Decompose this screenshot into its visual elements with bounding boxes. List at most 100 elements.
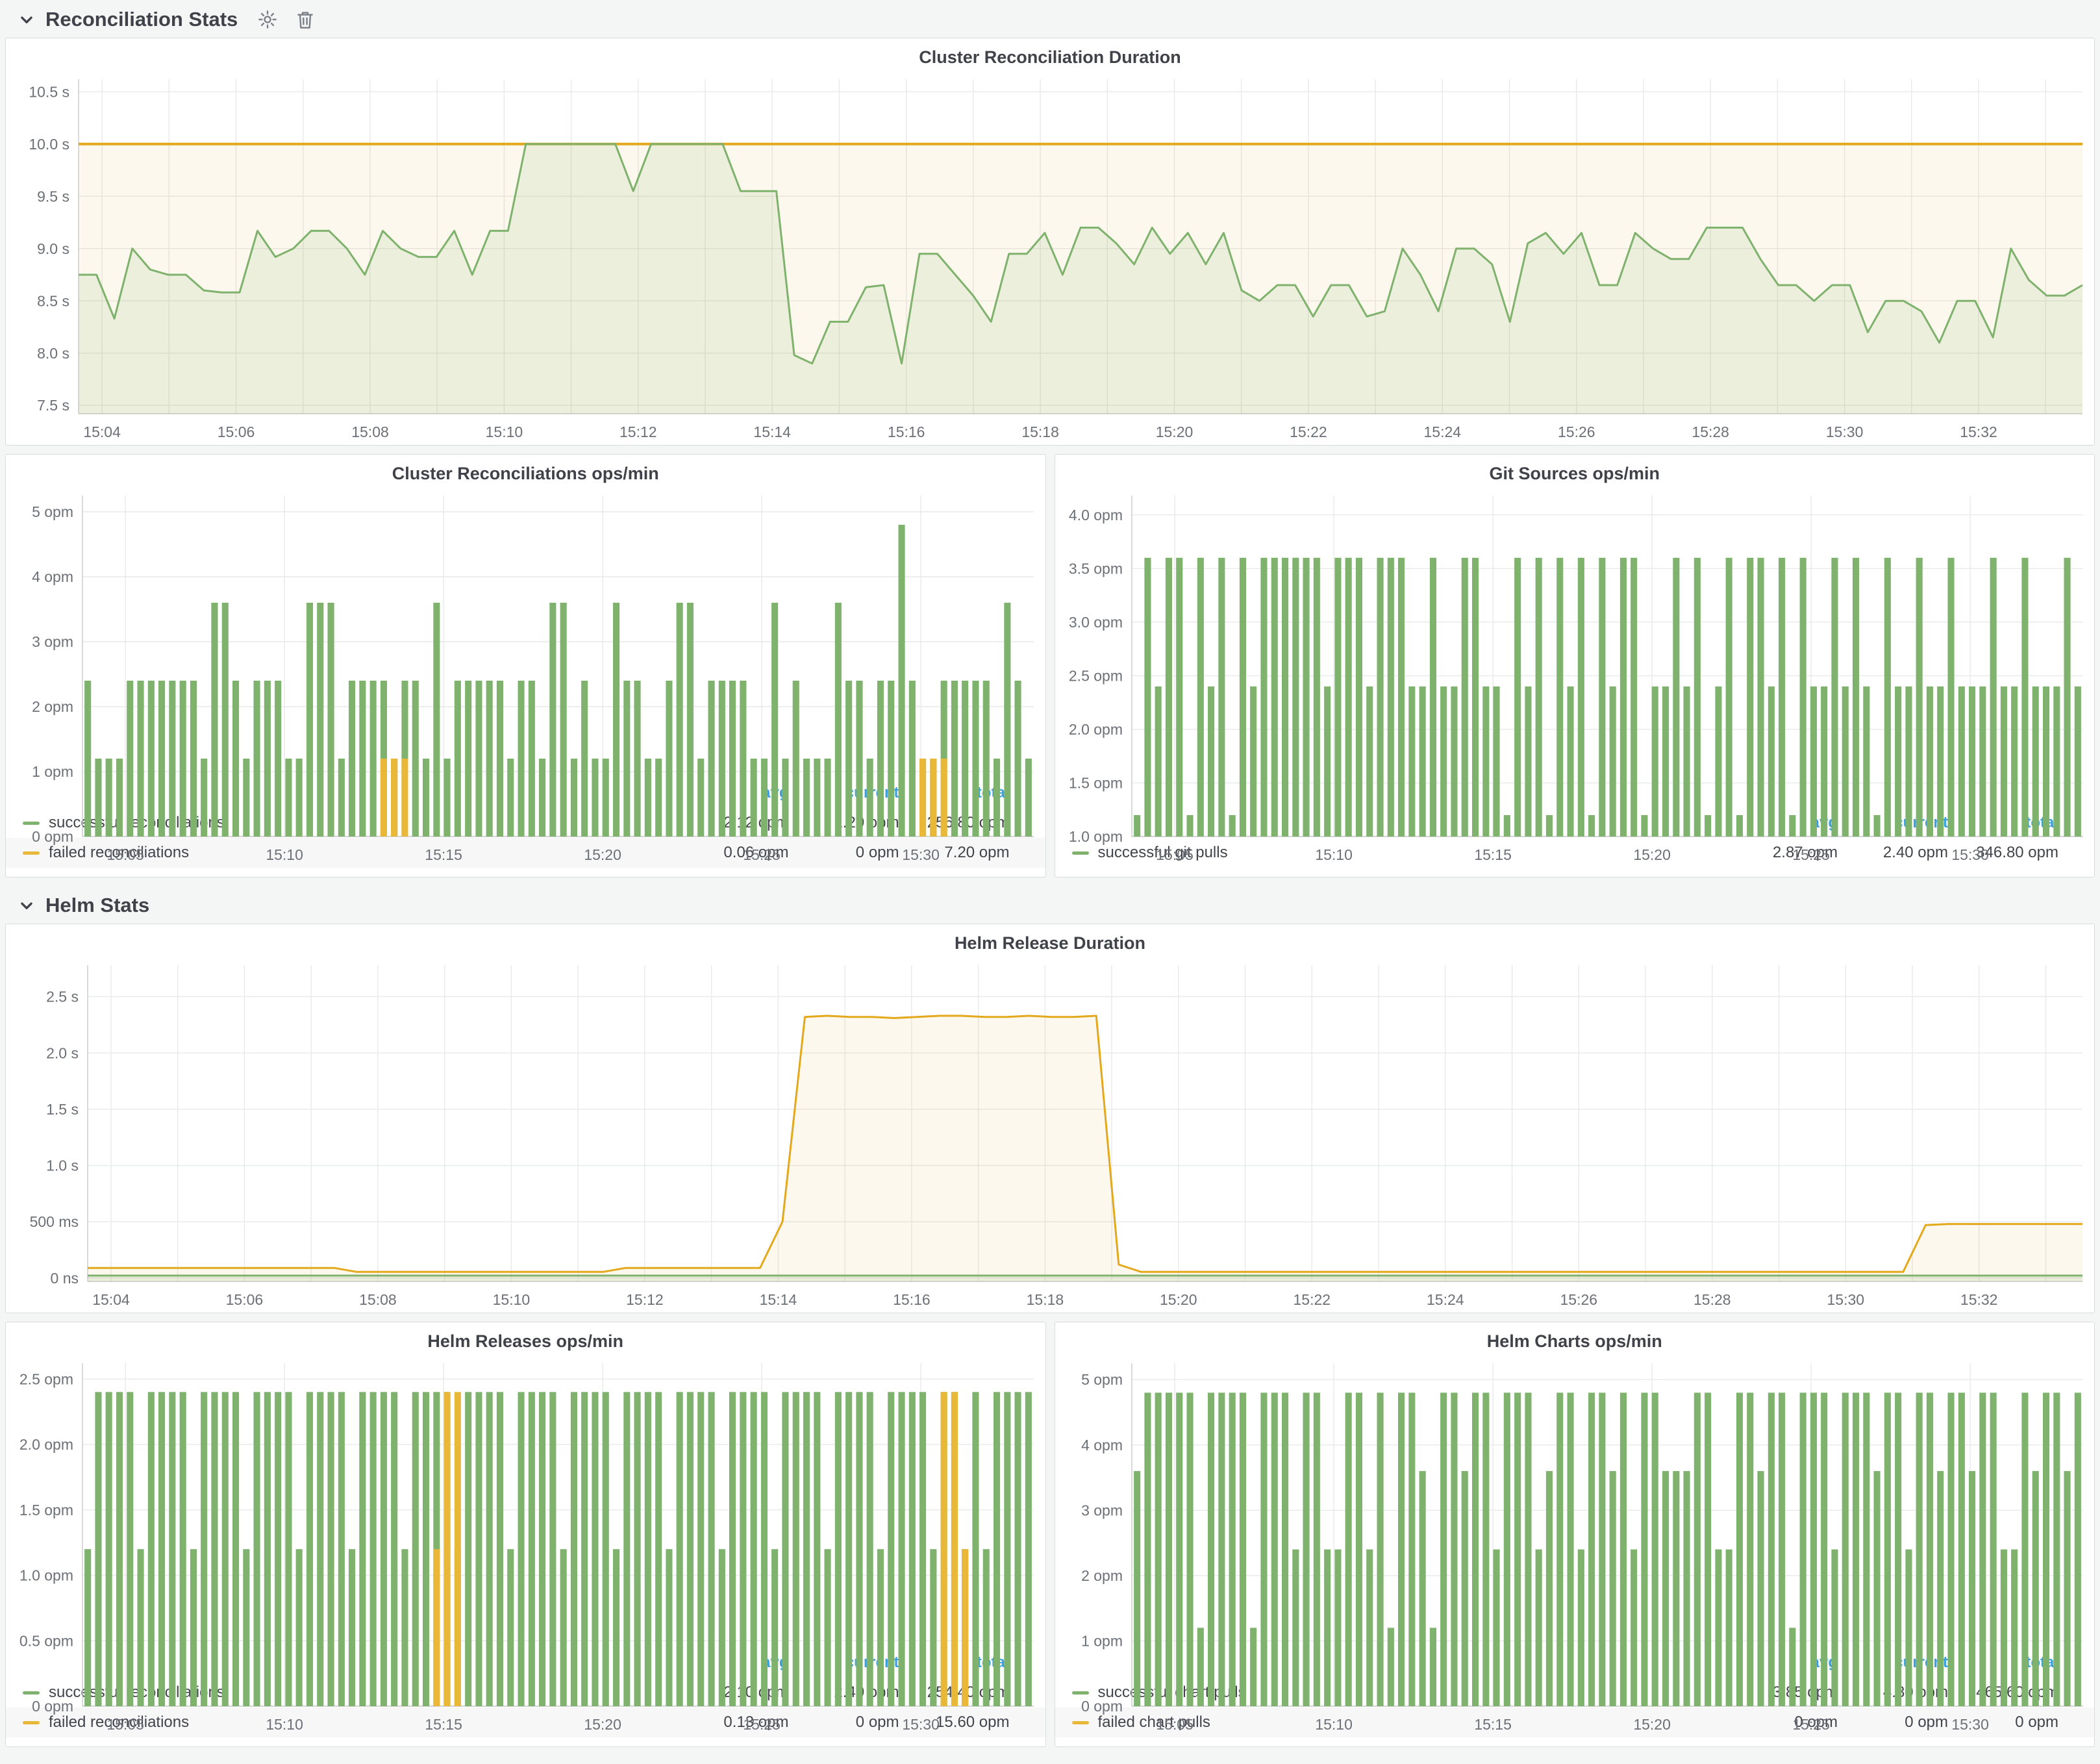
svg-text:9.0 s: 9.0 s — [37, 240, 69, 257]
trash-icon[interactable] — [295, 9, 316, 30]
panel-helm-charts-opm: Helm Charts ops/min 0 opm 1 opm 2 opm 3 opm… — [1055, 1322, 2095, 1747]
svg-text:15:20: 15:20 — [1156, 423, 1194, 440]
chart-helm-releases-opm[interactable]: 0 opm0.5 opm1.0 opm1.5 opm2.0 opm2.5 opm… — [6, 1353, 1045, 1648]
svg-text:2.5 opm: 2.5 opm — [1068, 667, 1122, 684]
bar-chart-svg[interactable]: 1.0 opm1.5 opm2.0 opm2.5 opm3.0 opm3.5 o… — [1055, 485, 2095, 868]
svg-text:0 opm: 0 opm — [1081, 1698, 1123, 1715]
svg-text:1 opm: 1 opm — [32, 763, 73, 780]
line-chart-svg[interactable]: 7.5 s8.0 s8.5 s9.0 s9.5 s10.0 s10.5 s15:… — [6, 69, 2094, 445]
svg-text:1 opm: 1 opm — [1081, 1632, 1123, 1649]
svg-text:15:32: 15:32 — [1960, 1291, 1998, 1308]
svg-text:15:08: 15:08 — [359, 1291, 397, 1308]
svg-text:15:08: 15:08 — [351, 423, 389, 440]
svg-text:15:22: 15:22 — [1290, 423, 1327, 440]
svg-text:5 opm: 5 opm — [32, 503, 73, 520]
panel-title[interactable]: Git Sources ops/min — [1055, 455, 2095, 485]
svg-text:2.5 s: 2.5 s — [46, 989, 79, 1005]
svg-text:15:10: 15:10 — [1315, 846, 1353, 863]
panel-title[interactable]: Cluster Reconciliations ops/min — [6, 455, 1045, 485]
svg-text:15:30: 15:30 — [902, 1716, 940, 1733]
chart-helm-charts-opm[interactable]: 0 opm1 opm2 opm3 opm4 opm5 opm15:0515:10… — [1055, 1353, 2095, 1648]
chart-cluster-reconciliations-opm[interactable]: 0 opm1 opm2 opm3 opm4 opm5 opm15:0515:10… — [6, 485, 1045, 778]
panel-git-sources-opm: Git Sources ops/min 1.0 opm 1.5 opm 2.0 op… — [1055, 454, 2095, 877]
svg-text:15:20: 15:20 — [584, 846, 621, 863]
section-title[interactable]: Reconciliation Stats — [45, 8, 238, 31]
svg-text:10.5 s: 10.5 s — [29, 83, 69, 100]
panel-cluster-reconciliations-opm: Cluster Reconciliations ops/min 0 opm 1 o… — [5, 454, 1046, 877]
svg-text:10.0 s: 10.0 s — [29, 136, 69, 153]
svg-text:1.0 opm: 1.0 opm — [1068, 828, 1122, 845]
svg-text:15:05: 15:05 — [1156, 1716, 1194, 1733]
chart-cluster-reconciliation-duration[interactable]: 7.5 s8.0 s8.5 s9.0 s9.5 s10.0 s10.5 s15:… — [6, 69, 2094, 445]
svg-text:15:05: 15:05 — [1156, 846, 1194, 863]
svg-text:3.0 opm: 3.0 opm — [1068, 614, 1122, 631]
svg-text:15:10: 15:10 — [266, 1716, 303, 1733]
svg-text:0 opm: 0 opm — [32, 1698, 73, 1715]
svg-text:5 opm: 5 opm — [1081, 1371, 1123, 1388]
svg-text:15:26: 15:26 — [1560, 1291, 1598, 1308]
svg-text:15:18: 15:18 — [1027, 1291, 1064, 1308]
svg-text:15:10: 15:10 — [493, 1291, 531, 1308]
panel-title[interactable]: Helm Release Duration — [6, 924, 2094, 955]
bar-chart-svg[interactable]: 0 opm1 opm2 opm3 opm4 opm5 opm15:0515:10… — [1055, 1353, 2095, 1737]
chart-helm-release-duration[interactable]: 0 ns500 ms1.0 s1.5 s2.0 s2.5 s15:0415:06… — [6, 955, 2094, 1313]
panel-title[interactable]: Helm Charts ops/min — [1055, 1322, 2095, 1353]
chart-git-sources-opm[interactable]: 1.0 opm1.5 opm2.0 opm2.5 opm3.0 opm3.5 o… — [1055, 485, 2095, 808]
svg-text:4 opm: 4 opm — [1081, 1437, 1123, 1454]
svg-text:15:15: 15:15 — [1474, 846, 1512, 863]
panel-title[interactable]: Helm Releases ops/min — [6, 1322, 1045, 1353]
svg-text:15:04: 15:04 — [92, 1291, 130, 1308]
svg-text:15:25: 15:25 — [1792, 1716, 1830, 1733]
svg-text:9.5 s: 9.5 s — [37, 188, 69, 205]
svg-text:15:28: 15:28 — [1692, 423, 1729, 440]
svg-text:15:32: 15:32 — [1960, 423, 1997, 440]
section-actions — [257, 9, 316, 30]
svg-text:15:25: 15:25 — [1792, 846, 1830, 863]
section-title[interactable]: Helm Stats — [45, 894, 149, 917]
panel-helm-releases-opm: Helm Releases ops/min 0 opm0.5 opm1.0 op… — [5, 1322, 1046, 1747]
svg-text:7.5 s: 7.5 s — [37, 397, 69, 414]
svg-text:15:20: 15:20 — [1160, 1291, 1197, 1308]
svg-text:2.0 opm: 2.0 opm — [1068, 721, 1122, 738]
svg-text:8.5 s: 8.5 s — [37, 292, 69, 309]
svg-text:2 opm: 2 opm — [32, 698, 73, 715]
svg-text:15:30: 15:30 — [902, 846, 940, 863]
gear-icon[interactable] — [257, 9, 278, 30]
svg-text:1.5 opm: 1.5 opm — [1068, 775, 1122, 792]
panel-title[interactable]: Cluster Reconciliation Duration — [6, 38, 2094, 69]
chevron-down-icon[interactable] — [16, 8, 38, 31]
svg-text:15:15: 15:15 — [425, 1716, 462, 1733]
svg-text:15:10: 15:10 — [266, 846, 303, 863]
svg-text:0.5 opm: 0.5 opm — [19, 1632, 73, 1649]
svg-text:15:16: 15:16 — [893, 1291, 931, 1308]
svg-text:15:15: 15:15 — [1474, 1716, 1512, 1733]
svg-text:15:14: 15:14 — [753, 423, 791, 440]
bar-chart-svg[interactable]: 0 opm0.5 opm1.0 opm1.5 opm2.0 opm2.5 opm… — [6, 1353, 1045, 1737]
svg-text:3 opm: 3 opm — [1081, 1502, 1123, 1518]
svg-text:15:30: 15:30 — [1951, 846, 1989, 863]
svg-text:15:18: 15:18 — [1021, 423, 1059, 440]
svg-text:2.0 opm: 2.0 opm — [19, 1436, 73, 1453]
svg-text:2 opm: 2 opm — [1081, 1567, 1123, 1584]
svg-text:1.5 s: 1.5 s — [46, 1101, 79, 1118]
chevron-down-icon[interactable] — [16, 894, 38, 916]
svg-text:15:12: 15:12 — [626, 1291, 664, 1308]
svg-text:15:15: 15:15 — [425, 846, 462, 863]
dashboard: Reconciliation Stats Cluster Reconciliat… — [0, 0, 2100, 1747]
svg-text:15:24: 15:24 — [1427, 1291, 1464, 1308]
svg-text:15:25: 15:25 — [743, 846, 781, 863]
svg-text:15:05: 15:05 — [106, 1716, 144, 1733]
svg-text:15:28: 15:28 — [1694, 1291, 1731, 1308]
svg-text:4.0 opm: 4.0 opm — [1068, 507, 1122, 523]
svg-text:1.0 s: 1.0 s — [46, 1157, 79, 1174]
svg-text:15:30: 15:30 — [1951, 1716, 1989, 1733]
svg-text:2.0 s: 2.0 s — [46, 1044, 79, 1061]
svg-text:0 opm: 0 opm — [32, 828, 73, 845]
svg-text:15:20: 15:20 — [584, 1716, 621, 1733]
bar-chart-svg[interactable]: 0 opm1 opm2 opm3 opm4 opm5 opm15:0515:10… — [6, 485, 1045, 868]
section-header-helm-stats: Helm Stats — [0, 886, 2100, 924]
line-chart-svg[interactable]: 0 ns500 ms1.0 s1.5 s2.0 s2.5 s15:0415:06… — [6, 955, 2094, 1313]
svg-text:15:06: 15:06 — [218, 423, 255, 440]
section-header-reconciliation-stats: Reconciliation Stats — [0, 0, 2100, 38]
svg-text:15:20: 15:20 — [1633, 846, 1671, 863]
